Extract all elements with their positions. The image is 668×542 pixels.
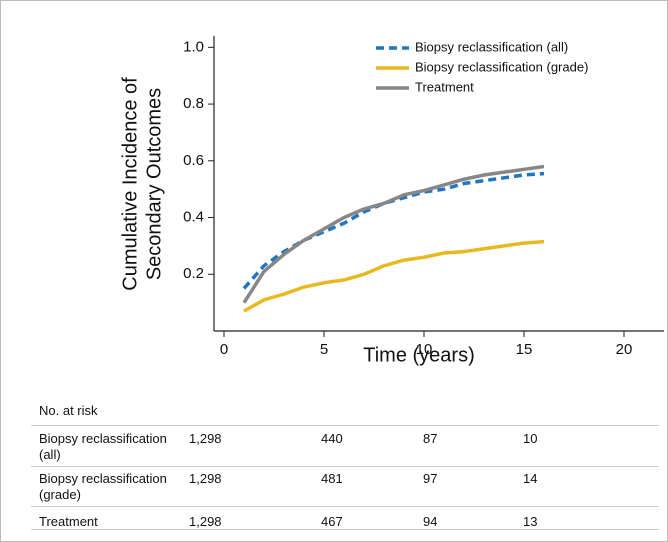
risk-count: 97 [423,471,438,486]
x-tick-label: 10 [416,341,433,358]
legend-label: Biopsy reclassification (grade) [415,59,588,74]
row-rule [31,425,659,426]
x-axis-label: Time (years) [363,344,474,366]
risk-count: 1,298 [189,514,222,529]
risk-count: 467 [321,514,343,529]
series-line [242,164,545,304]
x-tick-label: 20 [616,341,633,358]
risk-count: 13 [523,514,538,529]
row-rule [31,466,659,467]
x-tick-label: 5 [320,341,328,358]
risk-count: 94 [423,514,438,529]
series-line [242,171,545,290]
row-label: Treatment [39,514,98,529]
legend-label: Treatment [415,79,474,94]
row-label: Biopsy reclassification (grade) [39,471,167,502]
series-line [243,239,545,313]
risk-count: 481 [321,471,343,486]
y-tick-label: 0.6 [183,152,204,169]
risk-count: 87 [423,431,438,446]
risk-table-title: No. at risk [39,403,98,418]
chart: Time (years) Cumulative Incidence of Sec… [119,36,664,366]
x-tick-label: 0 [220,341,228,358]
x-tick-label: 15 [516,341,533,358]
risk-count: 440 [321,431,343,446]
y-tick-label: 1.0 [183,38,204,55]
y-tick-label: 0.8 [183,95,204,112]
risk-count: 1,298 [189,431,222,446]
row-rule [31,529,659,530]
risk-count: 10 [523,431,538,446]
row-rule [31,506,659,507]
legend-label: Biopsy reclassification (all) [415,39,568,54]
risk-count: 1,298 [189,471,222,486]
risk-count: 14 [523,471,538,486]
row-label: Biopsy reclassification (all) [39,431,167,462]
y-tick-label: 0.4 [183,209,204,226]
y-axis-label: Secondary Outcomes [143,88,165,280]
y-axis-label: Cumulative Incidence of [119,77,141,291]
y-tick-label: 0.2 [183,265,204,282]
